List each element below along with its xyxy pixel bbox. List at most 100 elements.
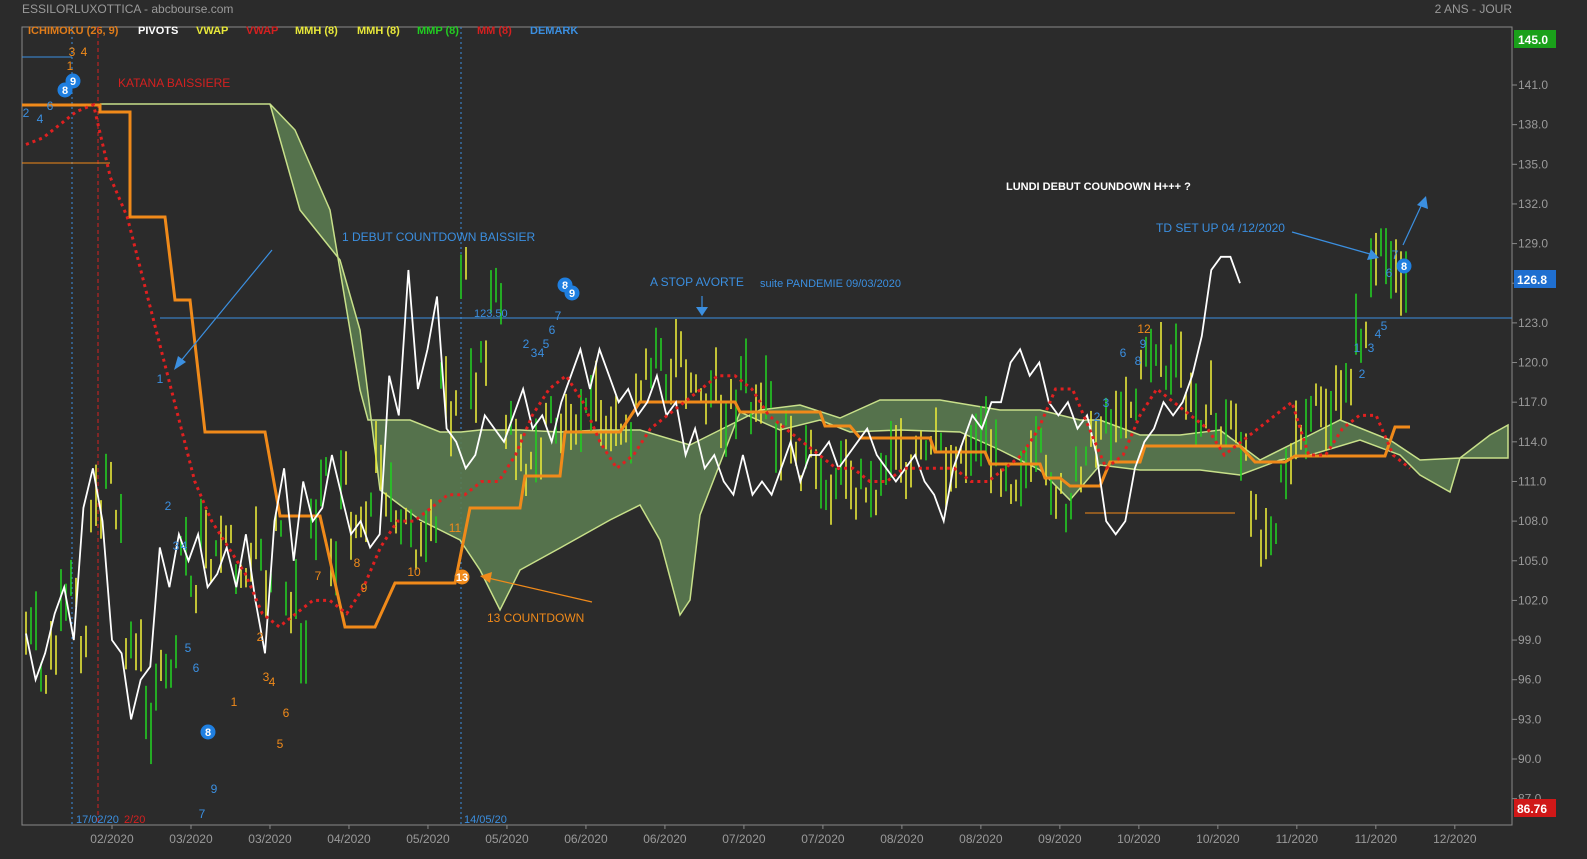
y-tick-label: 108.0 [1518, 514, 1548, 528]
demark-count: 2 [1359, 367, 1366, 381]
demark-count: 6 [283, 706, 290, 720]
price-badge-low: 86.76 [1514, 799, 1556, 817]
legend-item[interactable]: VWAP [246, 25, 278, 37]
demark-count: 8 [1135, 354, 1142, 368]
ichimoku-cloud [100, 103, 1509, 617]
setup-label: TD SET UP 04 /12/2020 [1156, 221, 1285, 235]
demark-badge-label: 13 [456, 572, 468, 584]
x-tick-label: 06/2020 [643, 832, 687, 846]
legend-item[interactable]: PIVOTS [138, 25, 178, 37]
price-badge-high-text: 145.0 [1518, 33, 1548, 47]
y-tick-label: 129.0 [1518, 237, 1548, 251]
demark-count: 8 [354, 556, 361, 570]
demark-count: 11 [449, 521, 462, 535]
level-label: 123.50 [474, 308, 508, 320]
y-tick-label: 90.0 [1518, 752, 1542, 766]
legend-item[interactable]: MMP (8) [417, 25, 459, 37]
x-tick-label: 02/2020 [90, 832, 134, 846]
y-tick-label: 96.0 [1518, 673, 1542, 687]
annotation-arrows [174, 196, 1428, 603]
price-bars [25, 228, 1407, 765]
pivots-line [25, 255, 1241, 720]
x-axis: 02/2020 03/2020 03/2020 04/2020 05/2020 05/20… [90, 825, 1477, 846]
demark-count: 2 [1094, 410, 1101, 424]
x-tick-label: 08/2020 [880, 832, 924, 846]
mm8-line [25, 102, 1411, 629]
y-tick-label: 120.0 [1518, 356, 1548, 370]
y-tick-label: 99.0 [1518, 633, 1542, 647]
x-tick-label: 04/2020 [327, 832, 371, 846]
legend-item[interactable]: ICHIMOKU (26, 9) [28, 25, 119, 37]
legend-item[interactable]: MMH (8) [295, 25, 338, 37]
demark-count: 3 [531, 346, 538, 360]
demark-badge-label: 8 [205, 727, 211, 739]
stop-label: A STOP AVORTE [650, 275, 744, 289]
y-tick-label: 135.0 [1518, 157, 1548, 171]
demark-count: 9 [211, 782, 218, 796]
countdown-start-label: 1 DEBUT COUNTDOWN BAISSIER [342, 230, 535, 244]
demark-badge-label: 8 [62, 85, 68, 97]
demark-count: 4 [181, 539, 188, 553]
pandemic-label: suite PANDEMIE 09/03/2020 [760, 278, 901, 290]
demark-count: 3 [1103, 396, 1110, 410]
indicator-legend: ICHIMOKU (26, 9) PIVOTS VWAP VWAP MMH (8) MMH… [28, 25, 578, 37]
demark-count: 7 [1392, 248, 1399, 262]
countdown13-label: 13 COUNTDOWN [487, 611, 584, 625]
arrow-setup [1291, 231, 1371, 255]
demark-count: 2 [23, 106, 30, 120]
x-tick-label: 11/2020 [1355, 832, 1398, 846]
legend-item[interactable]: VWAP [196, 25, 228, 37]
arrow-up [1402, 203, 1423, 246]
x-tick-label: 05/2020 [485, 832, 529, 846]
y-tick-label: 123.0 [1518, 316, 1548, 330]
demark-count: 2 [165, 499, 172, 513]
x-tick-label: 07/2020 [722, 832, 766, 846]
demark-badge-label: 8 [562, 280, 568, 292]
demark-badge [1396, 258, 1412, 274]
demark-count: 5 [543, 337, 550, 351]
x-tick-label: 03/2020 [248, 832, 292, 846]
y-tick-label: 111.0 [1518, 474, 1547, 488]
demark-badge-label: 9 [569, 288, 575, 300]
demark-count: 4 [269, 675, 276, 689]
y-tick-label: 105.0 [1518, 554, 1548, 568]
demark-count: 3 [1368, 341, 1375, 355]
demark-count: 9 [361, 581, 368, 595]
y-tick-label: 102.0 [1518, 593, 1548, 607]
demark-count: 7 [199, 807, 206, 821]
demark-count: 2 [523, 337, 530, 351]
demark-count: 1 [157, 372, 164, 386]
x-tick-label: 06/2020 [564, 832, 608, 846]
demark-count: 9 [1140, 337, 1147, 351]
demark-count: 2 [257, 630, 264, 644]
demark-badge [454, 569, 470, 585]
kijun-line [22, 103, 1410, 629]
arrow-countdown13 [487, 577, 593, 603]
legend-item[interactable]: DEMARK [530, 25, 578, 37]
x-tick-label: 10/2020 [1196, 832, 1240, 846]
demark-count: 12 [1137, 322, 1151, 336]
legend-item[interactable]: MMH (8) [357, 25, 400, 37]
demark-count: 5 [1381, 319, 1388, 333]
date-marker-feb-red: 2/20 [124, 814, 145, 826]
demark-count: 4 [538, 346, 545, 360]
x-tick-label: 05/2020 [406, 832, 450, 846]
demark-count: 7 [315, 569, 322, 583]
legend-item[interactable]: MM (8) [477, 25, 512, 37]
demark-count: 6 [549, 323, 556, 337]
source-title: ESSILORLUXOTTICA - abcbourse.com [22, 2, 233, 16]
date-marker-may: 14/05/20 [464, 814, 507, 826]
x-tick-label: 11/2020 [1276, 832, 1319, 846]
demark-count: 3 [263, 670, 270, 684]
price-badge-last: 126.8 [1514, 270, 1556, 288]
demark-count: 6 [1386, 266, 1393, 280]
demark-badge [200, 724, 216, 740]
price-badge-high: 145.0 [1514, 30, 1556, 48]
demark-badge-label: 9 [70, 76, 76, 88]
x-tick-label: 09/2020 [1038, 832, 1082, 846]
demark-count: 1 [231, 695, 238, 709]
y-tick-label: 132.0 [1518, 197, 1548, 211]
